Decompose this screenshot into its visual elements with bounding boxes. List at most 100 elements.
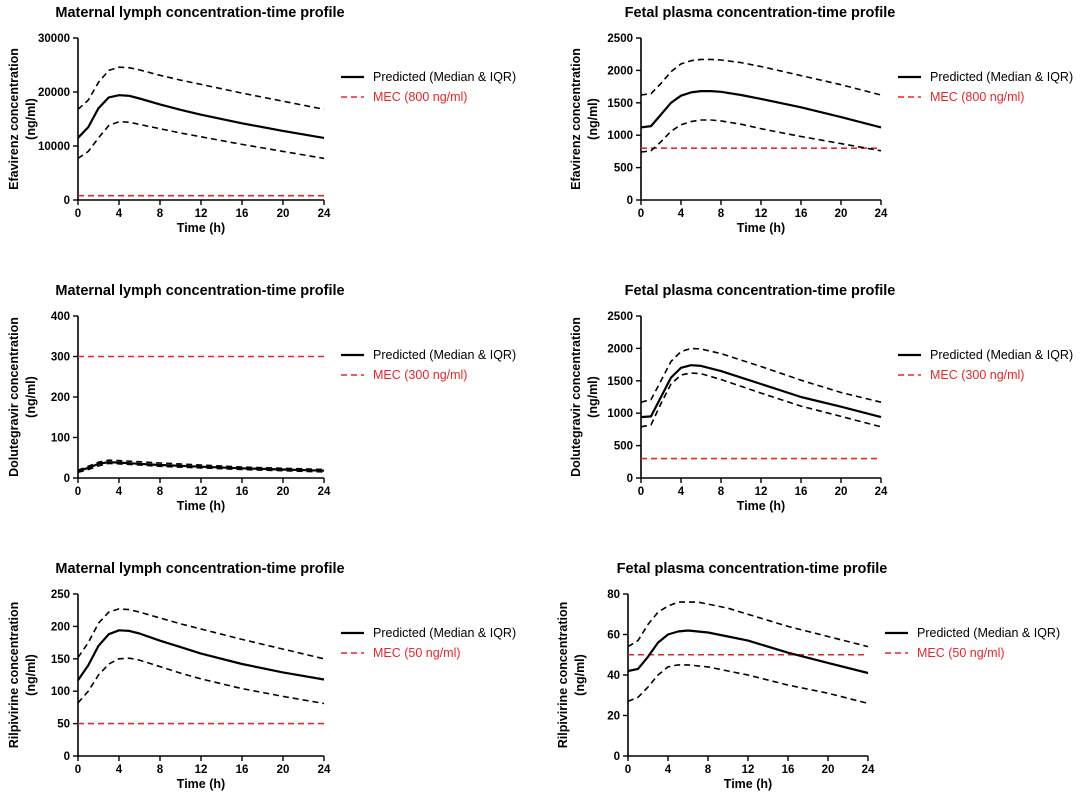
y-axis-label: Dolutegravir concentration — [569, 317, 583, 477]
y-tick-label: 1000 — [607, 130, 633, 142]
y-tick-label: 20 — [607, 711, 620, 723]
y-axis-label-units: (ng/ml) — [586, 376, 600, 418]
legend-label-mec: MEC (50 ng/ml) — [373, 646, 461, 660]
x-tick-label: 12 — [755, 486, 768, 498]
x-tick-label: 0 — [638, 486, 644, 498]
y-tick-label: 2500 — [607, 311, 633, 323]
x-axis-label: Time (h) — [177, 221, 225, 235]
y-tick-label: 0 — [627, 473, 633, 485]
x-axis-label: Time (h) — [724, 777, 772, 791]
y-tick-label: 100 — [51, 686, 70, 698]
x-tick-label: 8 — [718, 208, 725, 220]
x-tick-label: 20 — [835, 486, 848, 498]
y-tick-label: 150 — [51, 654, 70, 666]
series-line-q1 — [77, 462, 325, 474]
legend-label-predicted: Predicted (Median & IQR) — [373, 70, 516, 84]
series-line-q1 — [77, 120, 325, 160]
series-line-median — [77, 629, 325, 681]
x-tick-label: 4 — [678, 208, 685, 220]
chart-legend: Predicted (Median & IQR) MEC (800 ng/ml) — [898, 70, 1073, 104]
series-line-median — [640, 364, 882, 419]
legend-label-predicted: Predicted (Median & IQR) — [930, 70, 1073, 84]
legend-label-mec: MEC (300 ng/ml) — [930, 368, 1024, 382]
legend-label-mec: MEC (300 ng/ml) — [373, 368, 467, 382]
y-axis-label: Rilpivirine concentration — [7, 602, 21, 749]
x-tick-label: 4 — [116, 208, 123, 220]
y-tick-label: 0 — [64, 195, 70, 207]
y-tick-label: 1500 — [607, 376, 633, 388]
series-line-q3 — [77, 66, 325, 111]
y-tick-label: 0 — [64, 473, 70, 485]
legend-label-mec: MEC (50 ng/ml) — [917, 646, 1005, 660]
x-tick-label: 16 — [236, 486, 249, 498]
x-tick-label: 20 — [277, 486, 290, 498]
chart-legend: Predicted (Median & IQR) MEC (300 ng/ml) — [898, 348, 1073, 382]
y-tick-label: 80 — [607, 589, 620, 601]
x-tick-label: 8 — [157, 208, 164, 220]
chart-title: Fetal plasma concentration-time profile — [625, 5, 896, 21]
y-tick-label: 20000 — [38, 87, 70, 99]
series-line-q1 — [640, 372, 882, 428]
y-tick-label: 250 — [51, 589, 70, 601]
chart-legend: Predicted (Median & IQR) MEC (50 ng/ml) — [885, 626, 1060, 660]
y-tick-label: 60 — [607, 630, 620, 642]
chart-panel-2: Fetal plasma concentration-time profile E… — [569, 5, 1073, 235]
y-tick-label: 2000 — [607, 343, 633, 355]
y-tick-label: 400 — [51, 311, 70, 323]
y-axis-label-units: (ng/ml) — [586, 98, 600, 140]
series-line-q3 — [640, 347, 882, 403]
x-tick-label: 24 — [318, 208, 331, 220]
legend-label-predicted: Predicted (Median & IQR) — [373, 626, 516, 640]
x-tick-label: 20 — [277, 764, 290, 776]
series-line-median — [77, 461, 325, 473]
y-tick-label: 30000 — [38, 33, 70, 45]
legend-label-predicted: Predicted (Median & IQR) — [917, 626, 1060, 640]
x-tick-label: 0 — [75, 764, 81, 776]
legend-label-predicted: Predicted (Median & IQR) — [930, 348, 1073, 362]
x-tick-label: 4 — [665, 764, 672, 776]
y-tick-label: 40 — [607, 670, 620, 682]
legend-label-mec: MEC (800 ng/ml) — [373, 90, 467, 104]
x-tick-label: 16 — [795, 486, 808, 498]
chart-legend: Predicted (Median & IQR) MEC (300 ng/ml) — [341, 348, 516, 382]
y-tick-label: 50 — [57, 719, 70, 731]
x-tick-label: 12 — [195, 208, 208, 220]
chart-title: Fetal plasma concentration-time profile — [625, 283, 896, 299]
series-line-q3 — [627, 601, 869, 648]
legend-label-mec: MEC (800 ng/ml) — [930, 90, 1024, 104]
y-tick-label: 1500 — [607, 98, 633, 110]
y-tick-label: 100 — [51, 433, 70, 445]
x-tick-label: 8 — [157, 486, 164, 498]
chart-panel-4: Fetal plasma concentration-time profile D… — [569, 283, 1073, 513]
series-line-median — [640, 89, 882, 129]
series-line-q1 — [77, 657, 325, 705]
legend-label-predicted: Predicted (Median & IQR) — [373, 348, 516, 362]
chart-title: Fetal plasma concentration-time profile — [617, 561, 888, 577]
series-line-q1 — [640, 119, 882, 153]
chart-legend: Predicted (Median & IQR) MEC (50 ng/ml) — [341, 626, 516, 660]
x-tick-label: 24 — [318, 486, 331, 498]
y-axis-label-units: (ng/ml) — [573, 654, 587, 696]
x-tick-label: 20 — [277, 208, 290, 220]
y-axis-label: Efavirenz concentration — [569, 48, 583, 190]
y-tick-label: 1000 — [607, 408, 633, 420]
x-tick-label: 12 — [195, 764, 208, 776]
chart-panel-6: Fetal plasma concentration-time profile R… — [556, 561, 1060, 791]
y-tick-label: 10000 — [38, 141, 70, 153]
chart-legend: Predicted (Median & IQR) MEC (800 ng/ml) — [341, 70, 516, 104]
chart-title: Maternal lymph concentration-time profil… — [55, 5, 344, 21]
series-line-q1 — [627, 664, 869, 705]
x-tick-label: 16 — [795, 208, 808, 220]
chart-panel-1: Maternal lymph concentration-time profil… — [7, 5, 516, 235]
x-tick-label: 0 — [75, 486, 81, 498]
series-line-q3 — [77, 459, 325, 472]
chart-title: Maternal lymph concentration-time profil… — [55, 561, 344, 577]
x-tick-label: 16 — [236, 208, 249, 220]
series-line-q3 — [640, 58, 882, 96]
x-axis-label: Time (h) — [177, 777, 225, 791]
y-axis-label-units: (ng/ml) — [24, 98, 38, 140]
y-tick-label: 0 — [614, 751, 620, 763]
x-tick-label: 12 — [195, 486, 208, 498]
x-tick-label: 16 — [782, 764, 795, 776]
x-tick-label: 24 — [875, 486, 888, 498]
